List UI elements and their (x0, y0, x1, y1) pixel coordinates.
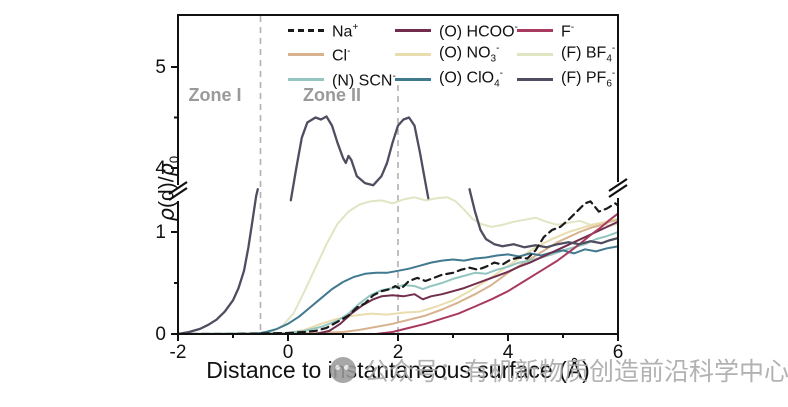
curve-no3 (178, 217, 618, 334)
legend-item-hcoo: (O) HCOO- (395, 19, 518, 41)
y-axis-title-mid: (d)/ (155, 176, 179, 208)
y-axis-break-right (608, 184, 628, 198)
y-axis-title-rho: ρ (154, 207, 179, 222)
y-tick-label: 1 (155, 222, 166, 243)
curve-pf6-seg3 (468, 188, 618, 249)
x-axis-title: Distance to instantaneous surface (Å) (206, 357, 590, 383)
curve-na (178, 200, 618, 334)
legend-item-cl: Cl- (288, 43, 350, 65)
curve-cl (178, 218, 618, 334)
curve-pf6-seg2 (289, 115, 430, 202)
zone-label-1: Zone I (189, 85, 242, 105)
legend-label-bf4: (F) BF4- (561, 42, 616, 65)
curve-pf6-seg1 (178, 188, 259, 334)
legend-item-bf4: (F) BF4- (517, 43, 615, 65)
x-tick-label: 2 (393, 342, 404, 363)
legend-item-scn: (N) SCN- (288, 68, 396, 90)
legend-label-na: Na+ (332, 21, 359, 41)
y-tick-label: 0 (155, 324, 166, 345)
curve-f (178, 212, 618, 334)
legend-label-no3: (O) NO3- (439, 42, 500, 65)
y-tick-label: 5 (155, 57, 166, 78)
legend-item-clo4: (O) ClO4- (395, 68, 503, 90)
legend-label-pf6: (F) PF6- (561, 67, 616, 90)
legend-label-f: F- (561, 21, 575, 41)
x-tick-label: 0 (283, 342, 294, 363)
legend-swatch-no3 (395, 52, 431, 56)
x-tick-label: 4 (503, 342, 514, 363)
legend-item-na: Na+ (288, 19, 358, 41)
x-tick-label: 6 (613, 342, 624, 363)
y-axis-title: ρ(d)/ρ0 (154, 109, 181, 269)
wechat-official-account-icon (330, 357, 356, 383)
legend-swatch-na (288, 28, 324, 32)
legend-swatch-bf4 (517, 52, 553, 56)
y-axis-title-sub0: 0 (166, 155, 182, 164)
curve-hcoo (178, 220, 618, 334)
legend-swatch-cl (288, 52, 324, 56)
legend-label-cl: Cl- (332, 45, 351, 65)
y-axis-break-left (168, 187, 188, 201)
legend-swatch-f (517, 28, 553, 32)
legend-item-f: F- (517, 19, 574, 41)
y-axis-title-rho2: ρ (154, 163, 179, 177)
legend-swatch-hcoo (395, 28, 431, 32)
legend-swatch-scn (288, 77, 324, 81)
y-axis-break-right (608, 178, 628, 192)
legend-item-no3: (O) NO3- (395, 43, 499, 65)
legend-label-hcoo: (O) HCOO- (439, 21, 518, 41)
curve-bf4 (178, 196, 618, 334)
legend-swatch-clo4 (395, 77, 431, 81)
x-tick-label: -2 (170, 342, 187, 363)
zone-label-2: Zone II (303, 85, 361, 105)
legend-label-clo4: (O) ClO4- (439, 67, 504, 90)
watermark: 公众号：有机新物质创造前沿科学中心 (330, 352, 788, 388)
y-tick-label: 4 (155, 158, 166, 179)
y-axis-break-left (168, 181, 188, 195)
curves-group (178, 115, 618, 334)
watermark-text: 公众号：有机新物质创造前沿科学中心 (364, 358, 788, 386)
axis-ticks (171, 66, 619, 341)
legend-item-pf6: (F) PF6- (517, 68, 615, 90)
legend-swatch-pf6 (517, 77, 553, 81)
legend-label-scn: (N) SCN- (332, 70, 396, 90)
